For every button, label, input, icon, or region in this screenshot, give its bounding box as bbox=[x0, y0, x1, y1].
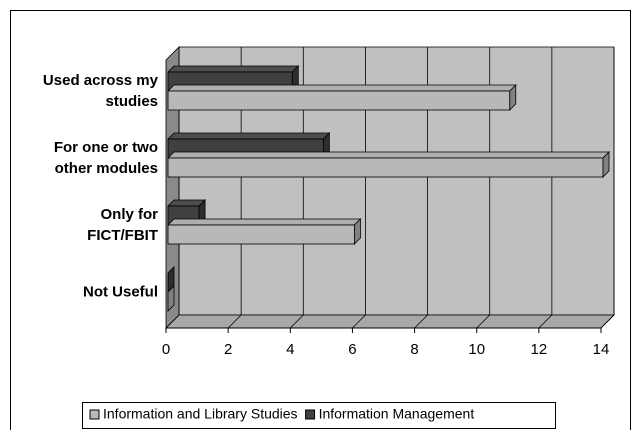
y-tick-label: For one or two other modules bbox=[53, 139, 158, 177]
grid-line bbox=[352, 47, 366, 329]
grid-line bbox=[476, 47, 491, 329]
bar-top bbox=[167, 151, 610, 159]
floor bbox=[165, 314, 615, 329]
bar-side bbox=[602, 151, 610, 178]
bar-top bbox=[167, 218, 362, 226]
legend-box bbox=[82, 402, 556, 429]
bar bbox=[167, 84, 517, 111]
bar-side bbox=[354, 218, 361, 245]
legend-swatch bbox=[89, 409, 100, 420]
grid-line bbox=[414, 47, 428, 329]
bar-top bbox=[167, 65, 300, 73]
y-tick-label: Not Useful bbox=[83, 283, 158, 301]
bar bbox=[167, 151, 610, 178]
x-tick-label: 6 bbox=[348, 341, 356, 358]
x-tick-label: 8 bbox=[410, 341, 418, 358]
bar bbox=[167, 285, 175, 312]
legend: Information and Library Studies Informati… bbox=[82, 402, 556, 429]
legend-label: Information Management bbox=[319, 406, 475, 422]
y-tick-label: Used across my studies bbox=[42, 72, 158, 110]
x-tick-label: 0 bbox=[162, 341, 170, 358]
x-tick-label: 10 bbox=[468, 341, 485, 358]
grid-line bbox=[538, 47, 553, 329]
bar-front bbox=[167, 224, 355, 245]
x-tick-label: 12 bbox=[531, 341, 548, 358]
bar-top bbox=[167, 132, 331, 140]
bar-top bbox=[167, 84, 517, 92]
grid-line bbox=[600, 47, 615, 329]
bar-front bbox=[167, 157, 604, 178]
x-tick-label: 14 bbox=[593, 341, 610, 358]
legend-swatch bbox=[305, 409, 316, 420]
bar-side bbox=[509, 84, 517, 111]
y-tick-label: Only for FICT/FBIT bbox=[87, 206, 158, 244]
bar-front bbox=[167, 90, 511, 111]
x-tick-label: 2 bbox=[224, 341, 232, 358]
legend-label: Information and Library Studies bbox=[103, 406, 298, 422]
bar-side bbox=[167, 285, 175, 312]
x-tick-label: 4 bbox=[286, 341, 294, 358]
bar bbox=[167, 218, 362, 245]
